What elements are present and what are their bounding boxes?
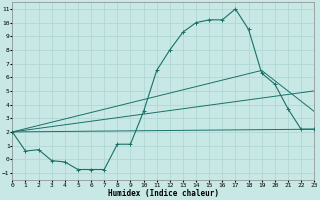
X-axis label: Humidex (Indice chaleur): Humidex (Indice chaleur)	[108, 189, 219, 198]
